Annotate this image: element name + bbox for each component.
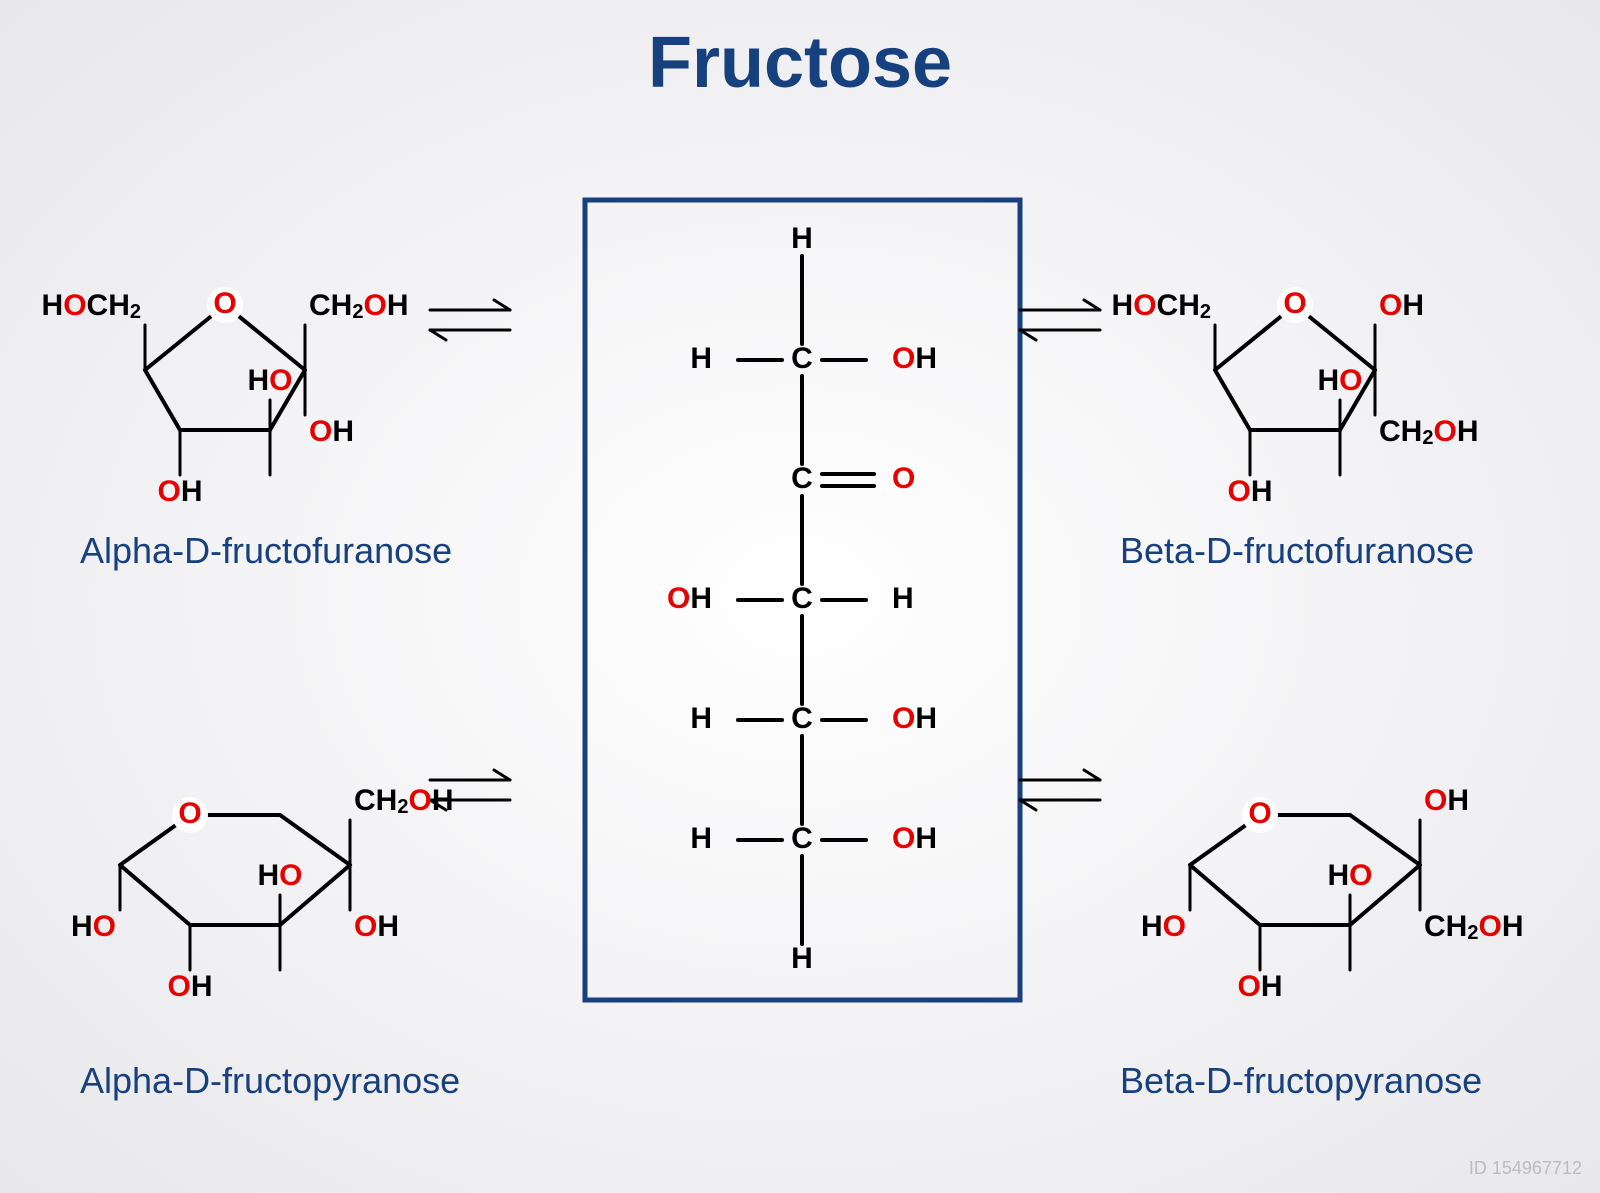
svg-text:HO: HO — [1327, 859, 1372, 892]
svg-text:C: C — [791, 822, 813, 855]
image-id-label: ID 154967712 — [1469, 1158, 1582, 1179]
svg-text:H: H — [690, 342, 712, 375]
svg-text:HO: HO — [71, 910, 116, 943]
structure-caption: Beta-D-fructofuranose — [1120, 530, 1474, 572]
svg-text:OH: OH — [1379, 289, 1424, 322]
svg-text:OH: OH — [892, 702, 937, 735]
svg-text:CH2OH: CH2OH — [1424, 910, 1523, 944]
svg-text:CH2OH: CH2OH — [1379, 415, 1478, 449]
svg-text:O: O — [213, 287, 236, 320]
svg-text:O: O — [1248, 797, 1271, 830]
svg-text:OH: OH — [167, 970, 212, 1003]
svg-text:HOCH2: HOCH2 — [42, 289, 141, 323]
svg-text:CH2OH: CH2OH — [309, 289, 408, 323]
structure-caption: Beta-D-fructopyranose — [1120, 1060, 1482, 1102]
svg-text:H: H — [690, 702, 712, 735]
svg-text:H: H — [690, 822, 712, 855]
svg-text:OH: OH — [309, 415, 354, 448]
diagram-svg: HCHOHCOCOHHCHOHCHOHHOHOCH2CH2OHOHHOOHOHO… — [0, 0, 1600, 1193]
svg-text:HO: HO — [1141, 910, 1186, 943]
structure-caption: Alpha-D-fructofuranose — [80, 530, 452, 572]
svg-text:O: O — [892, 462, 915, 495]
svg-text:HOCH2: HOCH2 — [1112, 289, 1211, 323]
svg-text:OH: OH — [1424, 784, 1469, 817]
svg-text:C: C — [791, 702, 813, 735]
svg-text:OH: OH — [892, 342, 937, 375]
svg-text:HO: HO — [257, 859, 302, 892]
svg-text:O: O — [1283, 287, 1306, 320]
svg-text:C: C — [791, 582, 813, 615]
svg-text:OH: OH — [354, 910, 399, 943]
svg-text:OH: OH — [157, 475, 202, 508]
svg-text:OH: OH — [667, 582, 712, 615]
svg-text:OH: OH — [892, 822, 937, 855]
structure-caption: Alpha-D-fructopyranose — [80, 1060, 460, 1102]
svg-text:HO: HO — [247, 364, 292, 397]
svg-text:HO: HO — [1317, 364, 1362, 397]
svg-text:C: C — [791, 342, 813, 375]
svg-text:OH: OH — [1237, 970, 1282, 1003]
svg-text:C: C — [791, 462, 813, 495]
svg-text:CH2OH: CH2OH — [354, 784, 453, 818]
svg-text:O: O — [178, 797, 201, 830]
svg-text:H: H — [791, 222, 813, 255]
svg-text:OH: OH — [1227, 475, 1272, 508]
svg-text:H: H — [892, 582, 914, 615]
svg-text:H: H — [791, 942, 813, 975]
